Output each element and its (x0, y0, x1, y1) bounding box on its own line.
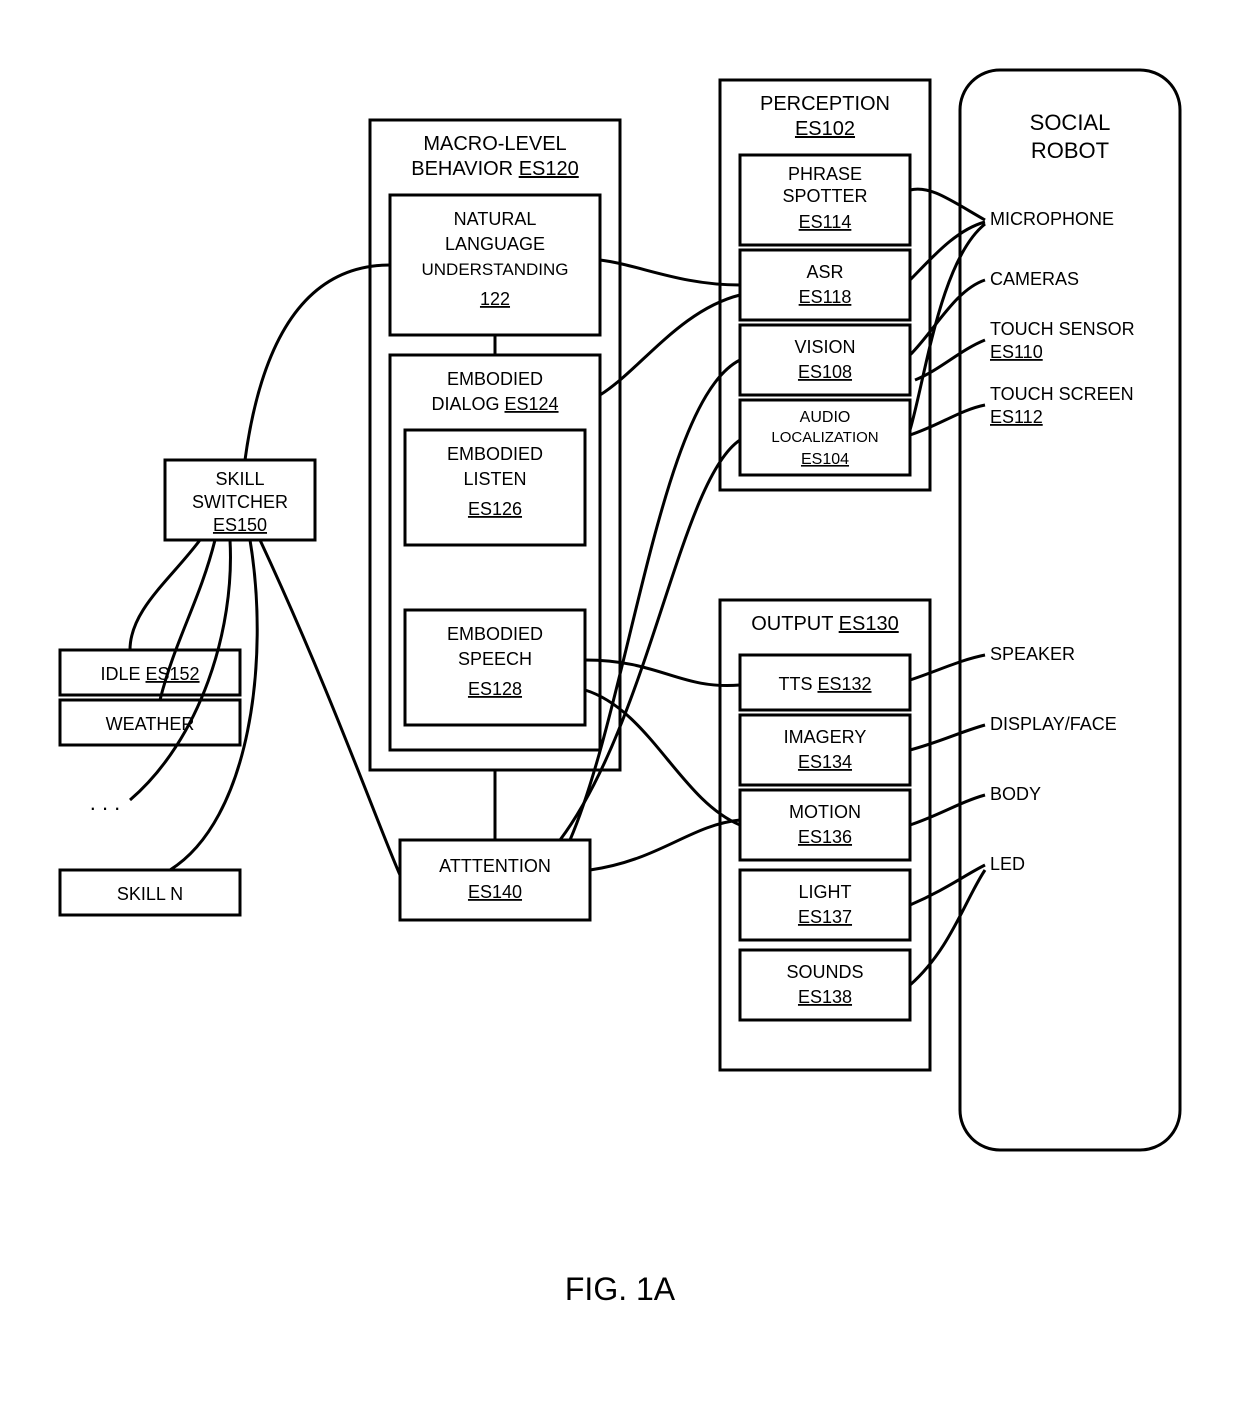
figure-label: FIG. 1A (565, 1271, 676, 1307)
perception-ref: ES102 (795, 118, 855, 140)
listen-l1: EMBODIED (447, 444, 543, 464)
wire-attention-motion (590, 820, 740, 870)
speech-l2: SPEECH (458, 649, 532, 669)
social-robot-title-2: ROBOT (1031, 138, 1109, 163)
motion-box (740, 790, 910, 860)
wire-switch-idle (130, 540, 200, 650)
robot-touch-sensor-ref: ES110 (990, 342, 1043, 362)
robot-led-label: LED (990, 854, 1025, 874)
imagery-ref: ES134 (798, 752, 852, 772)
weather-label: WEATHER (106, 714, 195, 734)
nlu-l3: UNDERSTANDING (421, 260, 568, 279)
diagram-root: SOCIAL ROBOT MICROPHONE CAMERAS TOUCH SE… (0, 0, 1240, 1423)
speech-ref: ES128 (468, 679, 522, 699)
nlu-l2: LANGUAGE (445, 234, 545, 254)
robot-touch-sensor-label: TOUCH SENSOR (990, 319, 1135, 339)
imagery-box (740, 715, 910, 785)
macro-title-1: MACRO-LEVEL (423, 133, 566, 155)
robot-touch-screen-label: TOUCH SCREEN (990, 384, 1134, 404)
phrase-spotter-l2: SPOTTER (782, 186, 867, 206)
wire-nlu-skillswitcher (245, 265, 390, 460)
social-robot-title-1: SOCIAL (1030, 110, 1111, 135)
asr-ref: ES118 (799, 287, 852, 307)
audio-l1: AUDIO (800, 409, 851, 426)
motion-l1: MOTION (789, 802, 861, 822)
tts-label: TTS ES132 (778, 674, 871, 694)
phrase-spotter-l1: PHRASE (788, 164, 862, 184)
skill-label-1: SKILL (215, 469, 264, 489)
light-box (740, 870, 910, 940)
dialog-t2: DIALOG ES124 (431, 394, 558, 414)
vision-ref: ES108 (798, 362, 852, 382)
nlu-ref: 122 (480, 289, 510, 309)
robot-body-label: BODY (990, 784, 1041, 804)
attention-ref: ES140 (468, 882, 522, 902)
speech-l1: EMBODIED (447, 624, 543, 644)
asr-l1: ASR (806, 262, 843, 282)
sounds-ref: ES138 (798, 987, 852, 1007)
attention-label: ATTTENTION (439, 856, 551, 876)
sounds-box (740, 950, 910, 1020)
vision-l1: VISION (794, 337, 855, 357)
phrase-spotter-ref: ES114 (799, 212, 852, 232)
robot-cameras-label: CAMERAS (990, 269, 1079, 289)
dots-label: . . . (90, 790, 121, 815)
robot-touch-screen-ref: ES112 (990, 407, 1043, 427)
audio-l2: LOCALIZATION (771, 429, 878, 446)
light-l1: LIGHT (798, 882, 851, 902)
sounds-l1: SOUNDS (786, 962, 863, 982)
light-ref: ES137 (798, 907, 852, 927)
skill-label-2: SWITCHER (192, 492, 288, 512)
dialog-t1: EMBODIED (447, 369, 543, 389)
macro-title-2: BEHAVIOR ES120 (411, 158, 579, 180)
listen-l2: LISTEN (463, 469, 526, 489)
robot-mic-label: MICROPHONE (990, 209, 1114, 229)
vision-box (740, 325, 910, 395)
social-robot-box (960, 70, 1180, 1150)
robot-display-label: DISPLAY/FACE (990, 714, 1117, 734)
nlu-l1: NATURAL (454, 209, 537, 229)
audio-ref: ES104 (801, 451, 849, 468)
skilln-label: SKILL N (117, 884, 183, 904)
idle-label: IDLE ES152 (100, 664, 199, 684)
output-title-1: OUTPUT ES130 (751, 613, 898, 635)
robot-speaker-label: SPEAKER (990, 644, 1075, 664)
perception-title: PERCEPTION (760, 93, 890, 115)
motion-ref: ES136 (798, 827, 852, 847)
listen-ref: ES126 (468, 499, 522, 519)
asr-box (740, 250, 910, 320)
skill-switcher-ref: ES150 (213, 515, 267, 535)
attention-box (400, 840, 590, 920)
imagery-l1: IMAGERY (784, 727, 867, 747)
